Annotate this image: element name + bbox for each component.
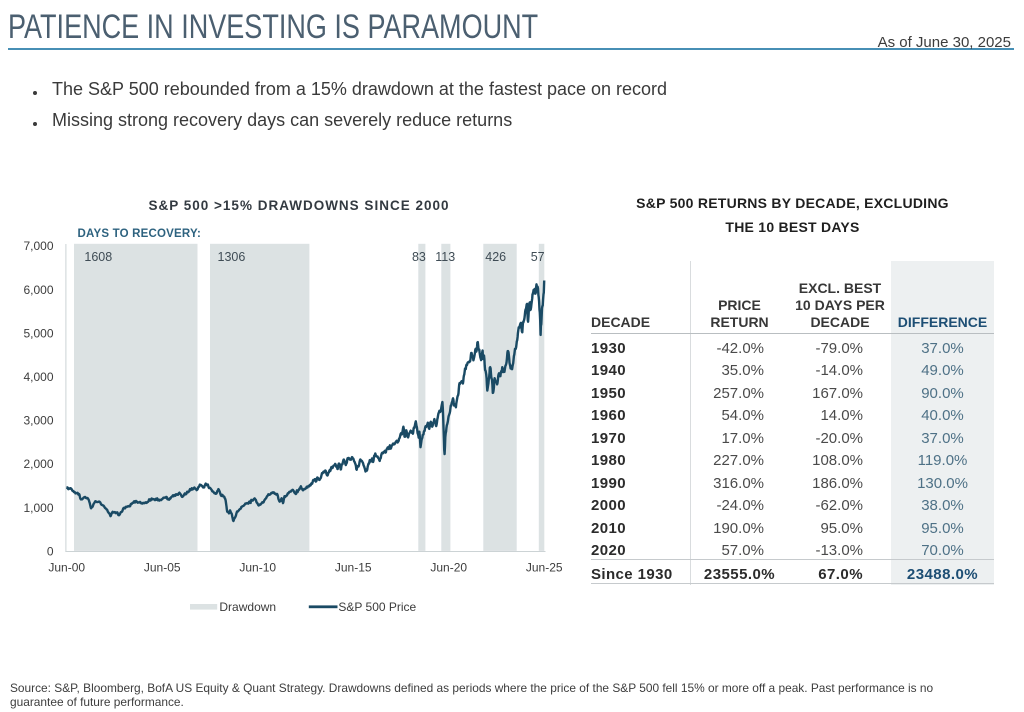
svg-text:Jun-25: Jun-25 [526,561,563,575]
svg-text:1306: 1306 [218,250,246,264]
svg-text:1,000: 1,000 [23,501,53,515]
svg-text:0: 0 [47,544,54,558]
svg-text:Jun-10: Jun-10 [239,561,276,575]
svg-text:Jun-00: Jun-00 [48,561,85,575]
svg-text:57: 57 [531,250,545,264]
svg-text:Drawdown: Drawdown [219,600,276,614]
svg-text:83: 83 [412,250,426,264]
svg-text:6,000: 6,000 [23,283,53,297]
svg-text:1608: 1608 [84,250,112,264]
svg-text:7,000: 7,000 [23,240,53,253]
svg-text:Jun-15: Jun-15 [335,561,372,575]
svg-text:426: 426 [485,250,506,264]
svg-text:Jun-05: Jun-05 [144,561,181,575]
svg-text:2,000: 2,000 [23,457,53,471]
svg-text:113: 113 [435,250,455,264]
svg-text:5,000: 5,000 [23,326,53,340]
svg-text:Jun-20: Jun-20 [430,561,467,575]
svg-text:4,000: 4,000 [23,370,53,384]
svg-text:3,000: 3,000 [23,414,53,428]
svg-text:S&P 500 Price: S&P 500 Price [338,600,416,614]
